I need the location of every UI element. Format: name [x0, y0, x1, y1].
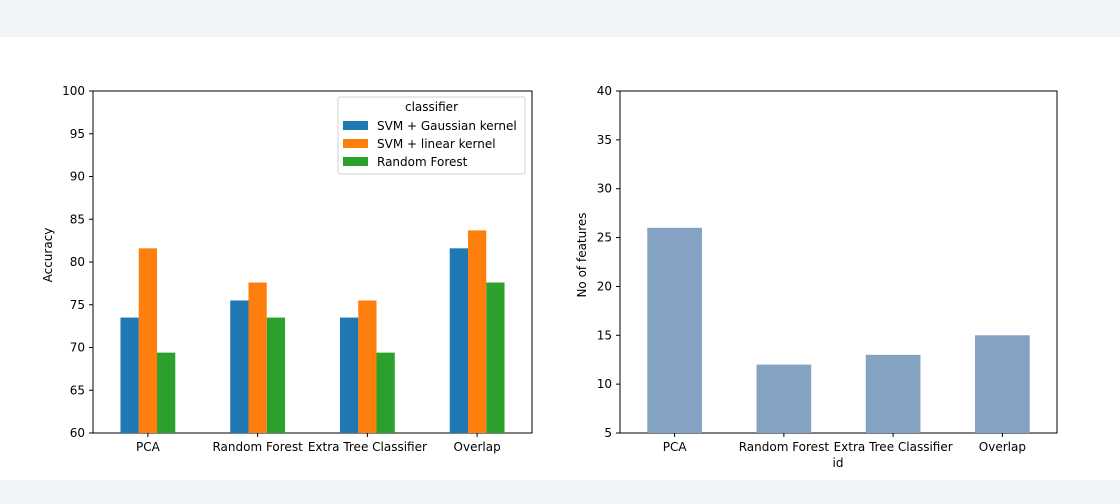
accuracy-y-tick-label: 70 — [70, 341, 85, 355]
accuracy-bar — [449, 248, 468, 433]
accuracy-y-tick-label: 95 — [70, 127, 85, 141]
features-y-axis-label: No of features — [575, 212, 589, 297]
accuracy-y-tick-label: 60 — [70, 426, 85, 440]
figure-canvas: Overlap Extra Tree Classifier Random Fores… — [0, 37, 1120, 480]
accuracy-y-tick-label: 80 — [70, 255, 85, 269]
accuracy-chart: Overlap Extra Tree Classifier Random Fores… — [41, 84, 533, 454]
accuracy-x-tick-label: Random Forest — [212, 440, 303, 454]
accuracy-bar — [266, 317, 286, 433]
features-x-tick-label: PCA — [663, 440, 688, 454]
features-bar — [865, 354, 921, 433]
accuracy-y-tick-label: 65 — [70, 383, 85, 397]
features-y-tick-label: 30 — [597, 182, 612, 196]
features-y-tick-label: 10 — [597, 377, 612, 391]
features-bar — [756, 364, 812, 433]
accuracy-bar — [358, 300, 377, 433]
features-y-tick-label: 15 — [597, 328, 612, 342]
features-bar — [975, 335, 1030, 433]
accuracy-bar — [230, 300, 249, 433]
features-y-tick-label: 40 — [597, 84, 612, 98]
accuracy-bar — [467, 230, 487, 433]
accuracy-x-tick-label: Overlap — [454, 440, 501, 454]
accuracy-bar — [376, 352, 395, 433]
accuracy-bar — [339, 317, 359, 433]
accuracy-bar — [486, 282, 505, 433]
accuracy-bar — [120, 317, 139, 433]
legend-swatch-random-forest — [343, 157, 368, 166]
accuracy-legend: classifier SVM + Gaussian kernel SVM + l… — [337, 96, 526, 175]
legend-title: classifier — [405, 100, 458, 114]
features-axes-frame — [619, 90, 1058, 434]
features-y-tick-label: 25 — [597, 231, 612, 245]
accuracy-y-tick-label: 90 — [70, 170, 85, 184]
features-x-tick-label: Overlap — [979, 440, 1026, 454]
features-y-tick-label: 20 — [597, 279, 612, 293]
features-bar — [647, 227, 702, 433]
features-x-axis-label: id — [833, 456, 844, 470]
accuracy-bar — [157, 352, 176, 433]
accuracy-y-tick-label: 100 — [62, 84, 85, 98]
legend-frame — [337, 96, 526, 175]
accuracy-y-tick-label: 85 — [70, 212, 85, 226]
accuracy-bar — [138, 248, 158, 433]
accuracy-y-axis-label: Accuracy — [41, 228, 55, 283]
legend-label-linear: SVM + linear kernel — [377, 137, 496, 151]
features-y-tick-label: 5 — [604, 426, 612, 440]
legend-swatch-linear — [343, 139, 368, 148]
legend-label-gaussian: SVM + Gaussian kernel — [377, 119, 517, 133]
features-x-tick-label: Random Forest — [739, 440, 830, 454]
features-y-tick-label: 35 — [597, 133, 612, 147]
legend-label-random-forest: Random Forest — [377, 155, 468, 169]
figure-svg: Overlap Extra Tree Classifier Random Fores… — [41, 84, 1058, 470]
accuracy-x-tick-label: Extra Tree Classifier — [308, 440, 427, 454]
accuracy-x-tick-label: PCA — [136, 440, 161, 454]
legend-swatch-gaussian — [343, 121, 368, 130]
accuracy-y-tick-label: 75 — [70, 298, 85, 312]
features-chart: Overlap Extra Tree Classifier Random Fores… — [575, 84, 1058, 470]
features-x-tick-label: Extra Tree Classifier — [834, 440, 953, 454]
accuracy-bar — [248, 282, 267, 433]
